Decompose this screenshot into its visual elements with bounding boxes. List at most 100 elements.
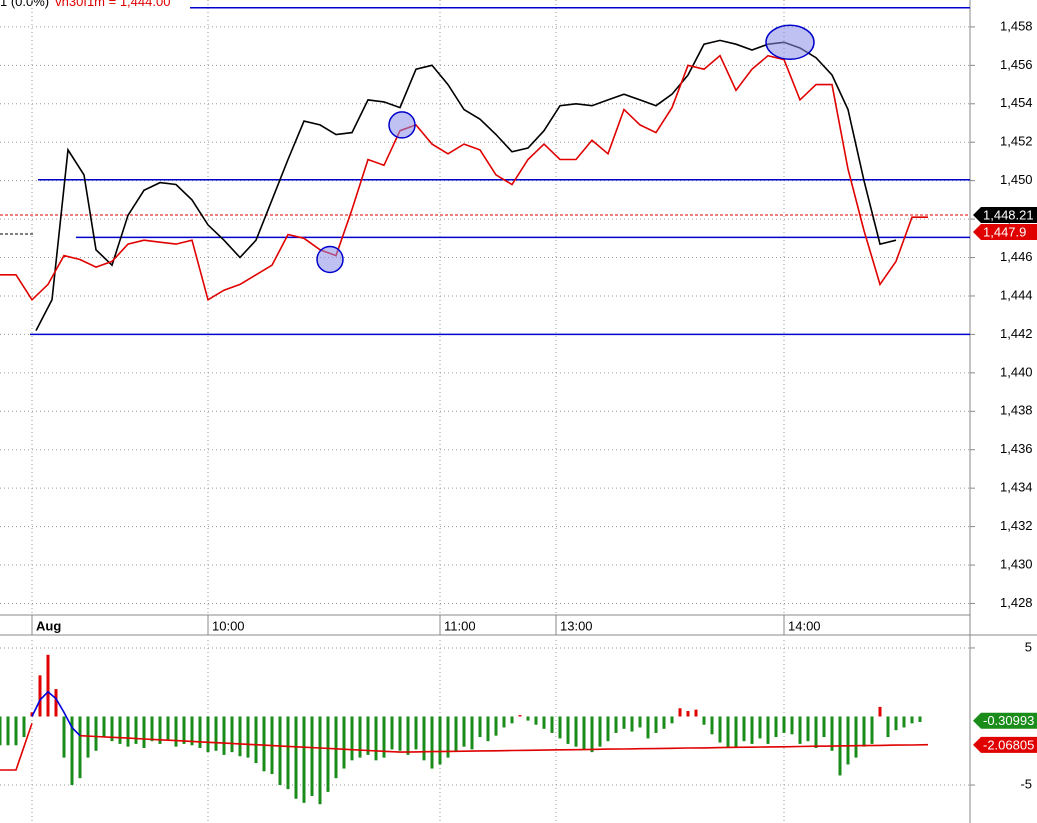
histogram-bar — [158, 716, 162, 744]
histogram-bar — [206, 716, 210, 753]
x-tick-label: 13:00 — [560, 618, 593, 633]
price-line — [35, 39, 897, 331]
histogram-bar — [606, 716, 610, 742]
histogram-bar — [86, 716, 90, 758]
histogram-bar — [198, 716, 202, 749]
histogram-bar — [718, 716, 722, 743]
histogram-bar — [622, 716, 626, 729]
histogram-bar — [22, 716, 26, 738]
histogram-bar — [54, 689, 58, 717]
histogram-bar — [222, 716, 226, 755]
histogram-bar — [30, 712, 34, 717]
x-tick-label: 10:00 — [212, 618, 245, 633]
histogram-bar — [790, 716, 794, 735]
histogram-bar — [694, 709, 698, 717]
header-text: 1 (0.0%) — [0, 0, 49, 9]
histogram-bar — [854, 716, 858, 758]
histogram-bar — [798, 716, 802, 744]
histogram-bar — [326, 716, 330, 792]
histogram-bar — [654, 716, 658, 733]
histogram-bar — [278, 716, 282, 786]
histogram-bar — [918, 716, 922, 722]
y-tick-label: 1,432 — [1000, 518, 1033, 533]
histogram-bar — [62, 716, 66, 758]
price-tag — [973, 736, 1037, 753]
histogram-bar — [238, 716, 242, 757]
histogram-bar — [614, 716, 618, 733]
histogram-bar — [350, 716, 354, 761]
histogram-bar — [366, 716, 370, 755]
histogram-bar — [342, 716, 346, 769]
histogram-bar — [542, 716, 546, 729]
histogram-bar — [294, 716, 298, 799]
histogram-bar — [286, 716, 290, 790]
histogram-bar — [526, 716, 530, 721]
histogram-bar — [502, 716, 506, 728]
histogram-bar — [214, 716, 218, 751]
histogram-bar — [638, 716, 642, 728]
histogram-bar — [230, 716, 234, 753]
y-tick-label: 1,454 — [1000, 95, 1033, 110]
histogram-bar — [102, 716, 106, 738]
histogram-bar — [670, 716, 674, 724]
histogram-bar — [830, 716, 834, 751]
histogram-bar — [598, 716, 602, 747]
histogram-bar — [78, 716, 82, 779]
histogram-bar — [486, 716, 490, 742]
histogram-bar — [6, 716, 10, 746]
y-tick-label: 5 — [1025, 639, 1032, 654]
highlight — [316, 245, 344, 274]
x-tick-label: Aug — [36, 618, 61, 633]
x-tick-label: 11:00 — [444, 618, 476, 633]
histogram-bar — [582, 716, 586, 750]
histogram-bar — [630, 716, 634, 732]
histogram-bar — [438, 716, 442, 765]
histogram-bar — [494, 716, 498, 736]
histogram-bar — [190, 716, 194, 746]
histogram-bar — [462, 716, 466, 747]
histogram-bar — [302, 716, 306, 803]
histogram-bar — [662, 716, 666, 729]
histogram-bar — [70, 716, 74, 786]
histogram-bar — [470, 716, 474, 750]
histogram-bar — [774, 716, 778, 738]
histogram-bar — [566, 716, 570, 744]
histogram-bar — [334, 716, 338, 779]
y-tick-label: 1,430 — [1000, 556, 1033, 571]
price-tag-label: 1,447.9 — [983, 224, 1026, 239]
histogram-bar — [414, 716, 418, 750]
histogram-bar — [246, 716, 250, 758]
histogram-bar — [510, 716, 514, 724]
histogram-bar — [782, 716, 786, 733]
histogram-bar — [126, 716, 130, 747]
histogram-bar — [750, 716, 754, 744]
histogram-bar — [166, 716, 170, 740]
histogram-bar — [118, 716, 122, 744]
histogram-bar — [590, 716, 594, 753]
price-tag — [973, 224, 1037, 241]
price-tag-label: -2.06805 — [983, 737, 1034, 752]
histogram-bar — [702, 716, 706, 725]
histogram-bar — [726, 716, 730, 749]
histogram-bar — [822, 716, 826, 738]
histogram-bar — [150, 716, 154, 742]
price-tag — [973, 712, 1037, 729]
histogram-bar — [46, 654, 50, 717]
histogram-bar — [534, 716, 538, 725]
histogram-bar — [174, 716, 178, 747]
histogram-bar — [902, 716, 906, 728]
histogram-bar — [878, 706, 882, 717]
histogram-bar — [894, 716, 898, 731]
histogram-bar — [262, 716, 266, 772]
histogram-bar — [550, 716, 554, 733]
y-tick-label: 1,444 — [1000, 287, 1033, 302]
histogram-bar — [574, 716, 578, 747]
histogram-bar — [758, 716, 762, 739]
histogram-bar — [358, 716, 362, 758]
y-tick-label: 1,442 — [1000, 326, 1033, 341]
histogram-bar — [38, 675, 42, 717]
highlight — [388, 111, 416, 139]
y-tick-label: 1,434 — [1000, 480, 1033, 495]
